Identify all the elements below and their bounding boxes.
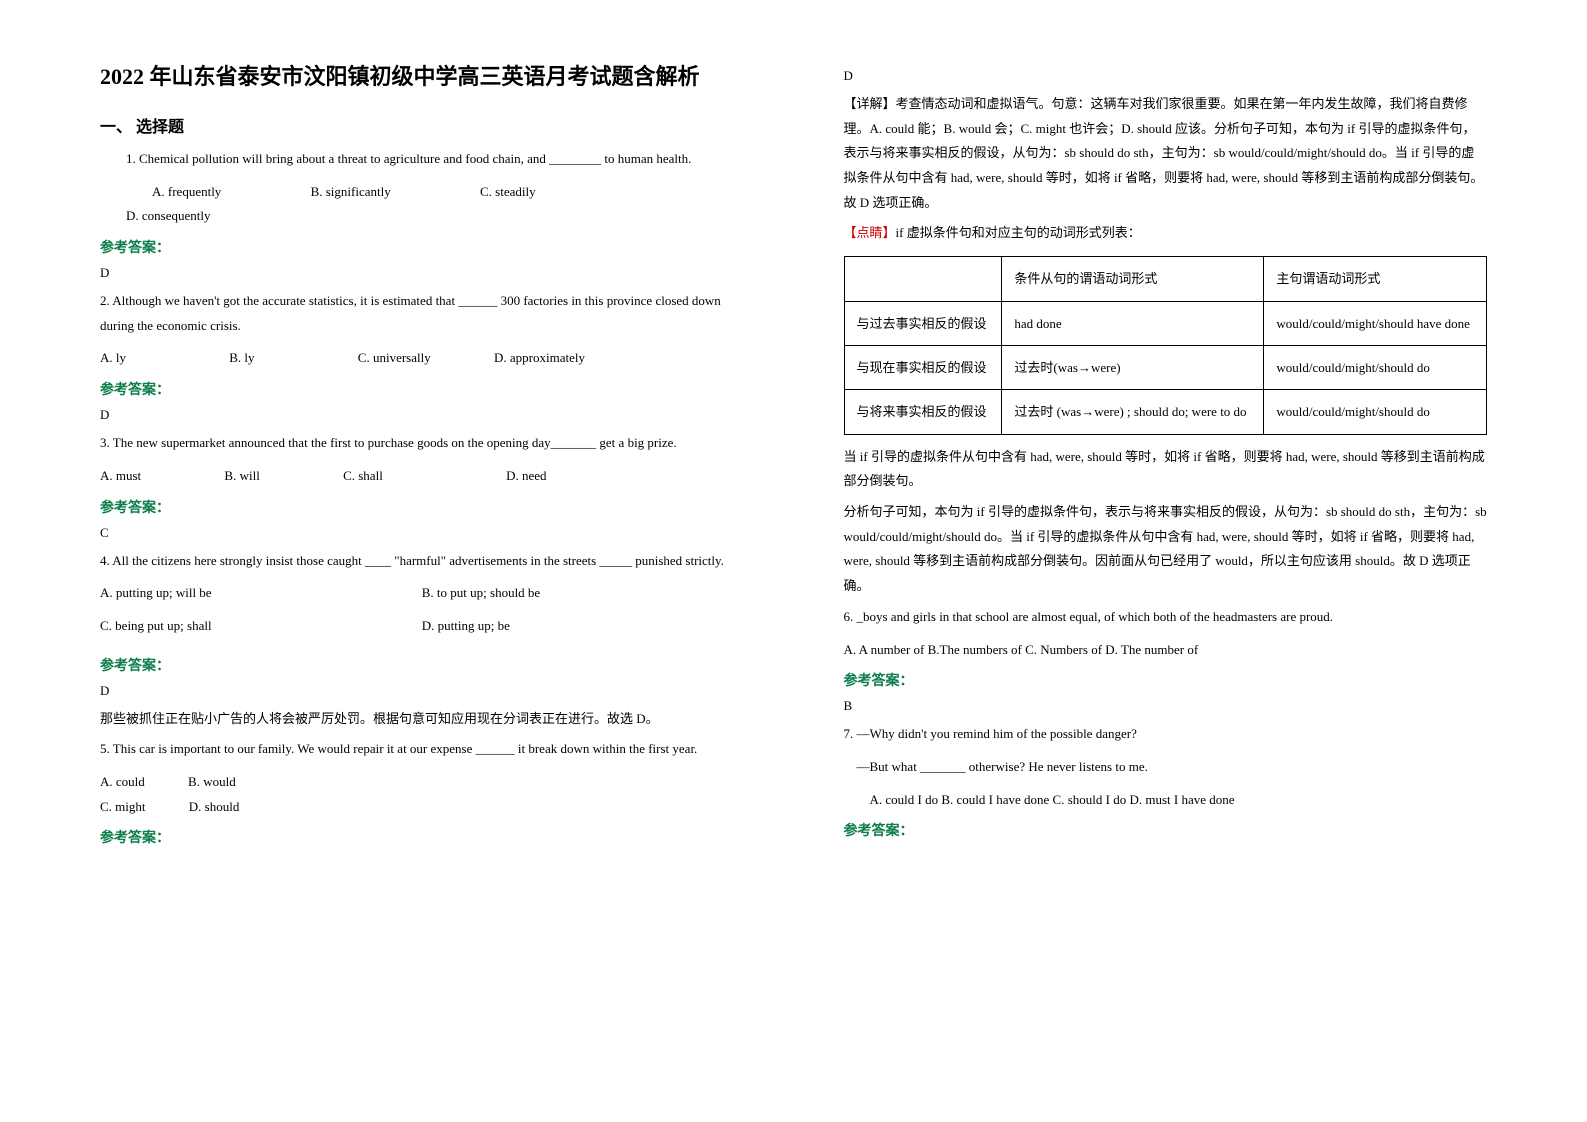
question-3: 3. The new supermarket announced that th… — [100, 431, 744, 456]
q2-opt-b: B. ly — [229, 346, 254, 371]
q5-point-text: if 虚拟条件句和对应主句的动词形式列表： — [896, 225, 1141, 240]
question-6: 6. _boys and girls in that school are al… — [844, 605, 1488, 630]
question-7-line1: 7. —Why didn't you remind him of the pos… — [844, 722, 1488, 747]
td: 与现在事实相反的假设 — [844, 345, 1002, 389]
td: 与将来事实相反的假设 — [844, 390, 1002, 434]
td: would/could/might/should have done — [1264, 301, 1487, 345]
q5-explanation-1: 【详解】考查情态动词和虚拟语气。句意：这辆车对我们家很重要。如果在第一年内发生故… — [844, 92, 1488, 215]
q4-explanation: 那些被抓住正在贴小广告的人将会被严厉处罚。根据句意可知应用现在分词表正在进行。故… — [100, 707, 744, 732]
answer-label: 参考答案： — [100, 827, 744, 847]
q2-opt-c: C. universally — [358, 346, 431, 371]
question-7-options: A. could I do B. could I have done C. sh… — [844, 788, 1488, 813]
answer-label: 参考答案： — [100, 497, 744, 517]
td: 与过去事实相反的假设 — [844, 301, 1002, 345]
q5-explanation-2: 当 if 引导的虚拟条件从句中含有 had, were, should 等时，如… — [844, 445, 1488, 494]
table-row: 与过去事实相反的假设 had done would/could/might/sh… — [844, 301, 1487, 345]
question-7-line2: —But what _______ otherwise? He never li… — [844, 755, 1488, 780]
answer-label: 参考答案： — [100, 237, 744, 257]
table-row: 与将来事实相反的假设 过去时 (was→were) ; should do; w… — [844, 390, 1487, 434]
q2-answer: D — [100, 407, 744, 423]
question-2: 2. Although we haven't got the accurate … — [100, 289, 744, 338]
answer-label: 参考答案： — [844, 670, 1488, 690]
q6-answer: B — [844, 698, 1488, 714]
right-column: D 【详解】考查情态动词和虚拟语气。句意：这辆车对我们家很重要。如果在第一年内发… — [794, 60, 1538, 1062]
answer-label: 参考答案： — [100, 379, 744, 399]
q5-opt-a: A. could — [100, 770, 145, 795]
q2-opt-d: D. approximately — [494, 346, 585, 371]
q4-answer: D — [100, 683, 744, 699]
table-header-row: 条件从句的谓语动词形式 主句谓语动词形式 — [844, 257, 1487, 301]
table-row: 与现在事实相反的假设 过去时(was→were) would/could/mig… — [844, 345, 1487, 389]
q3-opt-c: C. shall — [343, 464, 383, 489]
question-1: 1. Chemical pollution will bring about a… — [100, 147, 744, 172]
th-2: 条件从句的谓语动词形式 — [1002, 257, 1264, 301]
q1-opt-a: A. frequently — [126, 180, 221, 205]
point-label: 【点睛】 — [844, 225, 896, 240]
td: would/could/might/should do — [1264, 345, 1487, 389]
question-2-options: A. ly B. ly C. universally D. approximat… — [100, 346, 744, 371]
q4-opt-b: B. to put up; should be — [422, 581, 744, 606]
td: 过去时 (was→were) ; should do; were to do — [1002, 390, 1264, 434]
th-3: 主句谓语动词形式 — [1264, 257, 1487, 301]
q5-opt-d: D. should — [189, 795, 240, 820]
question-5: 5. This car is important to our family. … — [100, 737, 744, 762]
answer-label: 参考答案： — [844, 820, 1488, 840]
question-4: 4. All the citizens here strongly insist… — [100, 549, 744, 574]
q4-opt-a: A. putting up; will be — [100, 581, 422, 606]
q5-opt-b: B. would — [188, 770, 236, 795]
q4-opt-d: D. putting up; be — [422, 614, 744, 639]
th-1 — [844, 257, 1002, 301]
q3-opt-b: B. will — [224, 464, 259, 489]
question-3-options: A. must B. will C. shall D. need — [100, 464, 744, 489]
td: had done — [1002, 301, 1264, 345]
q3-opt-a: A. must — [100, 464, 141, 489]
verb-form-table: 条件从句的谓语动词形式 主句谓语动词形式 与过去事实相反的假设 had done… — [844, 256, 1488, 435]
q1-opt-c: C. steadily — [454, 180, 536, 205]
left-column: 2022 年山东省泰安市汶阳镇初级中学高三英语月考试题含解析 一、 选择题 1.… — [50, 60, 794, 1062]
q3-answer: C — [100, 525, 744, 541]
question-6-options: A. A number of B.The numbers of C. Numbe… — [844, 638, 1488, 663]
td: would/could/might/should do — [1264, 390, 1487, 434]
answer-label: 参考答案： — [100, 655, 744, 675]
q5-point: 【点睛】if 虚拟条件句和对应主句的动词形式列表： — [844, 221, 1488, 246]
q1-opt-b: B. significantly — [285, 180, 391, 205]
q5-explanation-3: 分析句子可知，本句为 if 引导的虚拟条件句，表示与将来事实相反的假设，从句为：… — [844, 500, 1488, 599]
q5-answer: D — [844, 68, 1488, 84]
question-5-options: A. could B. would C. might D. should — [100, 770, 744, 819]
q4-opt-c: C. being put up; shall — [100, 614, 422, 639]
q3-opt-d: D. need — [506, 464, 546, 489]
q1-answer: D — [100, 265, 744, 281]
section-header: 一、 选择题 — [100, 113, 744, 137]
question-4-options: A. putting up; will be C. being put up; … — [100, 581, 744, 646]
document-title: 2022 年山东省泰安市汶阳镇初级中学高三英语月考试题含解析 — [100, 60, 744, 93]
td: 过去时(was→were) — [1002, 345, 1264, 389]
question-1-options: A. frequently B. significantly C. steadi… — [100, 180, 744, 229]
q2-opt-a: A. ly — [100, 346, 126, 371]
q1-opt-d: D. consequently — [100, 204, 210, 229]
q5-opt-c: C. might — [100, 795, 146, 820]
